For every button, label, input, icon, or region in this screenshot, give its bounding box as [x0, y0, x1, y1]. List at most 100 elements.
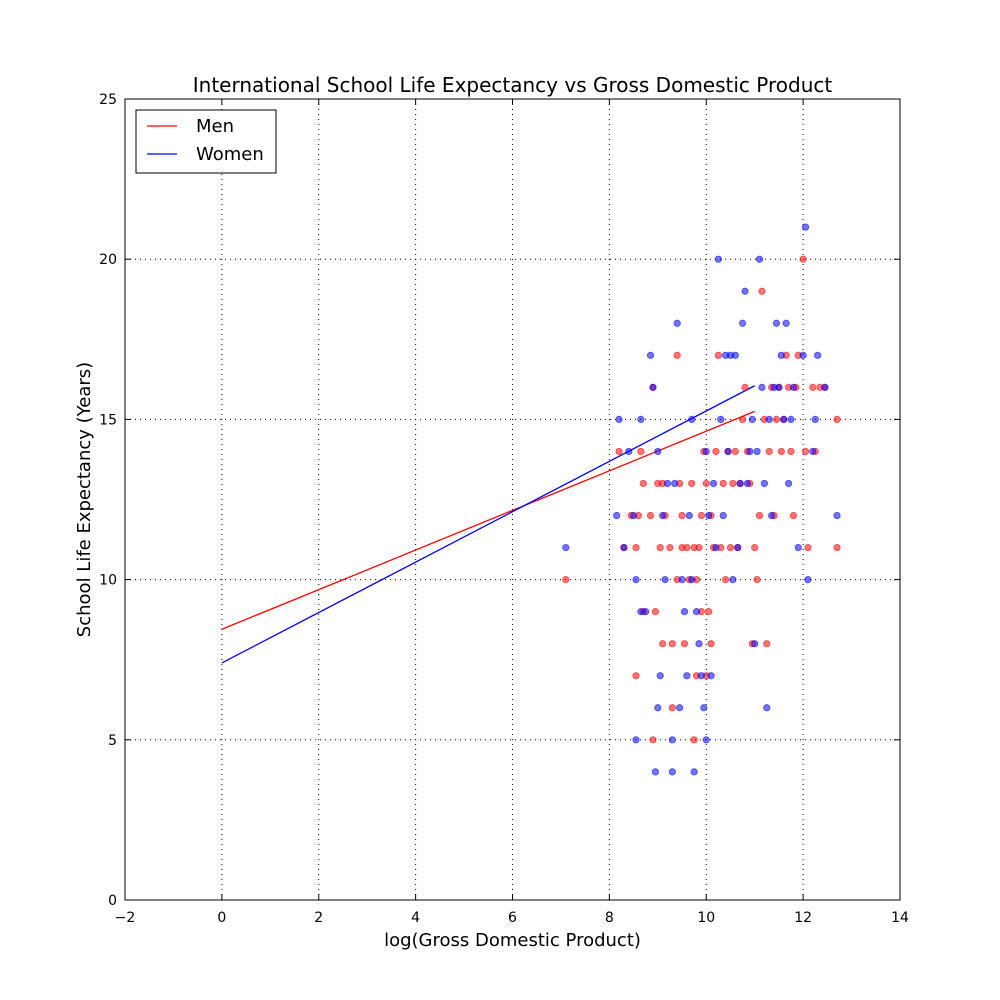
data-point-men [789, 511, 798, 520]
data-point-men [668, 640, 676, 648]
data-point-women [794, 543, 802, 552]
data-point-women [646, 351, 655, 359]
data-point-women [700, 704, 708, 712]
data-point-women [688, 415, 696, 423]
data-point-women [668, 768, 676, 776]
data-point-women [814, 351, 822, 359]
data-point-men [666, 543, 674, 552]
data-point-men [632, 672, 640, 680]
data-point-men [729, 479, 737, 488]
data-point-women [709, 479, 718, 488]
x-tick-label: 0 [217, 910, 226, 926]
data-point-men [615, 447, 623, 456]
data-point-men [656, 543, 664, 552]
data-point-women [719, 511, 727, 520]
data-point-women [613, 511, 621, 520]
data-point-women [784, 479, 793, 488]
data-point-women [763, 704, 771, 712]
data-point-men [707, 640, 715, 648]
data-point-women [804, 575, 812, 584]
data-point-women [777, 351, 785, 359]
data-point-women [809, 447, 817, 456]
data-point-men [651, 608, 659, 616]
data-point-women [688, 575, 696, 584]
y-tick-label: 25 [99, 92, 117, 108]
data-point-women [736, 479, 744, 488]
data-point-women [743, 479, 752, 488]
data-point-women [632, 575, 640, 584]
data-point-men [637, 447, 645, 456]
data-point-men [695, 543, 703, 552]
data-point-men [758, 287, 766, 295]
data-point-men [688, 479, 696, 488]
data-point-women [801, 223, 810, 231]
data-point-men [646, 511, 655, 520]
data-point-women [729, 575, 737, 584]
data-point-women [637, 415, 645, 423]
data-point-men [697, 511, 706, 520]
y-tick-label: 5 [108, 733, 117, 749]
x-tick-label: 2 [314, 910, 323, 926]
data-point-women [751, 640, 759, 648]
y-tick-label: 10 [99, 573, 117, 589]
data-point-men [801, 447, 810, 456]
data-point-women [780, 415, 788, 423]
data-point-women [702, 447, 710, 456]
data-point-women [811, 415, 819, 423]
data-point-women [760, 479, 768, 488]
data-point-women [717, 415, 725, 423]
fit-lines [221, 385, 755, 664]
legend: Men Women [135, 109, 277, 174]
data-point-men [673, 351, 681, 359]
data-point-men [649, 736, 657, 744]
data-point-men [772, 415, 781, 423]
data-point-women [768, 511, 776, 520]
data-point-men [719, 479, 727, 488]
data-point-women [663, 479, 672, 488]
chart-title: International School Life Expectancy vs … [193, 73, 833, 97]
x-tick-label: 10 [697, 910, 715, 926]
data-point-women [676, 704, 684, 712]
data-point-women [755, 255, 764, 263]
data-point-men [562, 575, 570, 584]
legend-box [135, 109, 277, 174]
x-tick-label: 12 [794, 910, 812, 926]
data-point-men [714, 351, 722, 359]
data-point-men [833, 543, 841, 552]
data-point-men [680, 640, 689, 648]
data-point-women [673, 319, 681, 327]
data-point-men [833, 415, 841, 423]
data-point-women [625, 447, 633, 456]
data-point-men [741, 383, 749, 391]
data-point-women [615, 415, 623, 423]
data-point-men [799, 255, 807, 263]
data-point-women [748, 415, 756, 423]
data-point-men [804, 543, 812, 552]
data-point-men [738, 415, 747, 423]
data-point-men [705, 608, 713, 616]
data-point-women [632, 736, 640, 744]
data-point-women [789, 383, 798, 391]
data-point-women [833, 511, 841, 520]
data-point-women [738, 319, 747, 327]
data-point-women [765, 415, 773, 423]
data-point-women [724, 447, 732, 456]
y-tick-label: 20 [99, 252, 117, 268]
data-point-women [741, 287, 749, 295]
data-point-women [661, 575, 669, 584]
data-point-women [697, 672, 706, 680]
data-point-men [777, 447, 785, 456]
data-point-women [649, 383, 657, 391]
fit-line-men [221, 410, 755, 630]
data-point-women [746, 447, 754, 456]
x-tick-label: 4 [411, 910, 420, 926]
data-point-women [753, 447, 761, 456]
data-point-men [731, 447, 739, 456]
data-point-women [712, 543, 720, 552]
y-tick-label: 15 [99, 412, 117, 428]
data-points [562, 223, 841, 776]
data-point-men [639, 479, 647, 488]
y-axis-title: School Life Expectancy (Years) [74, 362, 95, 637]
legend-label-men: Men [196, 116, 234, 137]
